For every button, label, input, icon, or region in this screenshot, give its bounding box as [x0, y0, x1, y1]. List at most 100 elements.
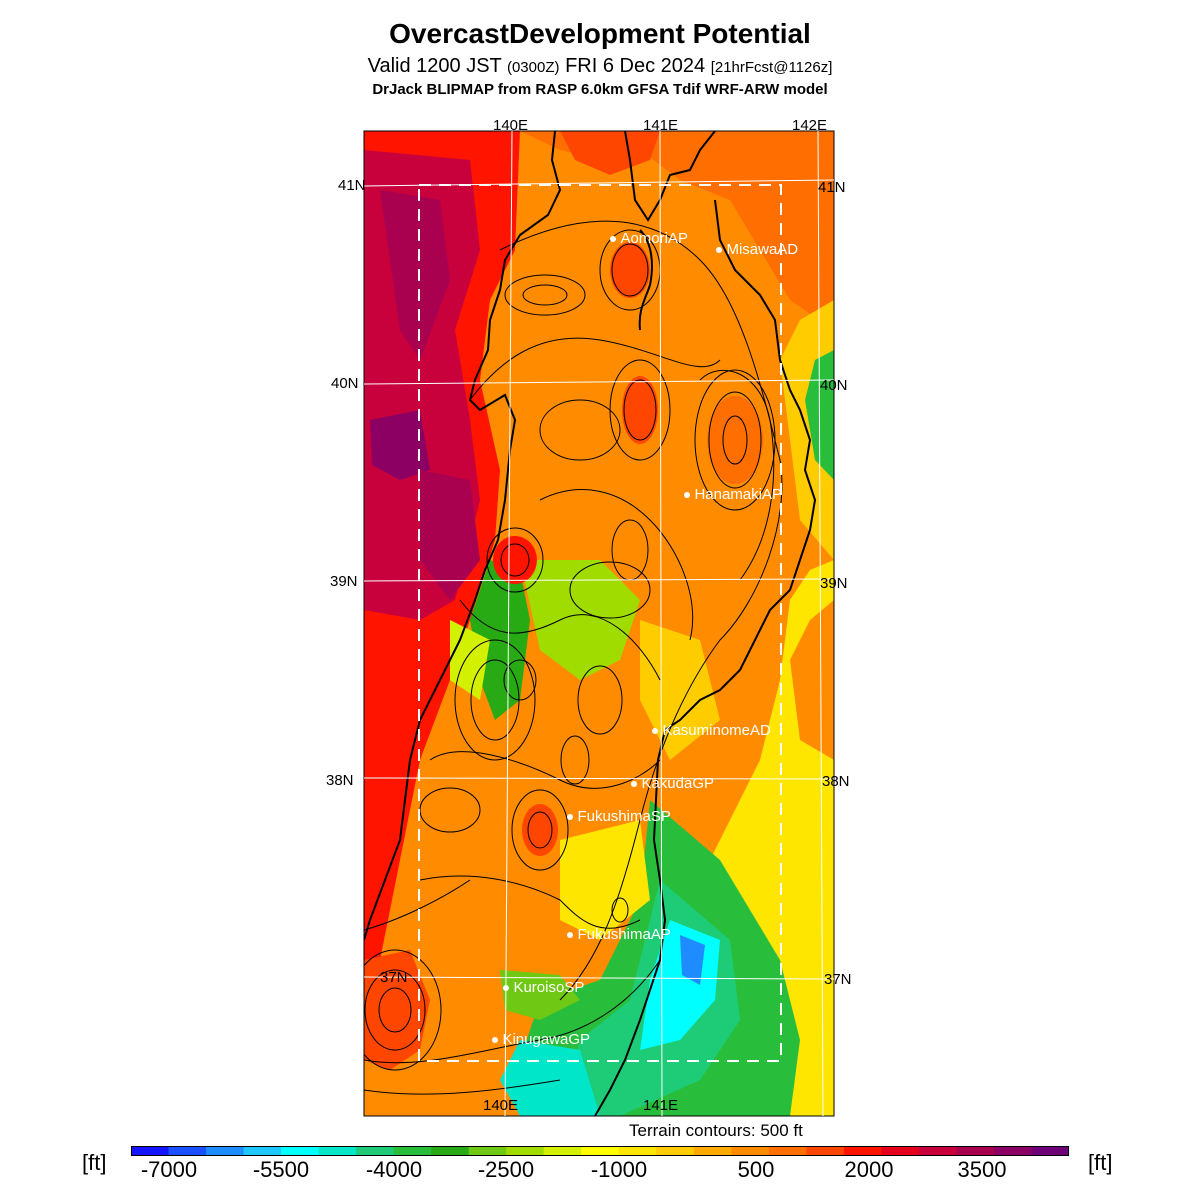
station-label: MisawaAD	[726, 241, 799, 258]
colorbar-swatch	[581, 1146, 620, 1156]
valid-time: Valid 1200 JST	[367, 55, 502, 77]
station-marker	[684, 491, 690, 498]
lat-label-left-37: 37N	[380, 969, 408, 986]
peak-red-5	[522, 804, 558, 856]
colorbar-swatch	[843, 1146, 882, 1156]
sea-east-orange-patch	[790, 600, 834, 760]
colorbar-swatch	[956, 1146, 995, 1156]
colorbar-swatch	[1031, 1146, 1069, 1156]
station-kakuda[interactable]: KakudaGP	[631, 775, 714, 793]
station-label: AomoriAP	[620, 230, 688, 247]
map-frame	[363, 130, 835, 1117]
colorbar-swatch	[243, 1146, 282, 1156]
lat-label-right-39: 39N	[820, 575, 848, 592]
lon-label-top-141: 141E	[643, 117, 679, 134]
colorbar-swatch	[131, 1146, 170, 1156]
peak-red-3	[622, 376, 658, 444]
terrain-contour-note: Terrain contours: 500 ft	[629, 1121, 803, 1140]
lat-label-right-41: 41N	[818, 179, 846, 196]
peak-red-1	[493, 536, 537, 584]
station-marker	[503, 984, 509, 991]
colorbar-swatch	[318, 1146, 357, 1156]
colorbar-swatch	[993, 1146, 1032, 1156]
station-marker	[631, 780, 637, 787]
colorbar-frame	[131, 1146, 1069, 1156]
lat-lon-grid	[363, 130, 835, 1117]
colorbar-label: 2000	[844, 1157, 894, 1182]
south-blue	[680, 935, 705, 985]
inner-domain-boundary	[418, 184, 782, 1062]
colorbar-swatch	[918, 1146, 957, 1156]
colorbar-label: 500	[737, 1157, 775, 1182]
lat-label-right-37: 37N	[824, 971, 852, 988]
colorbar-label: -1000	[590, 1157, 648, 1182]
colorbar-swatch	[168, 1146, 207, 1156]
forecast-date: FRI 6 Dec 2024	[565, 55, 706, 77]
inland-yellow-mid	[640, 620, 720, 760]
station-marker	[492, 1036, 498, 1043]
colorbar-label: -4000	[365, 1157, 423, 1182]
colorbar-label: 3500	[957, 1157, 1007, 1182]
valid-time-line: Valid 1200 JST (0300Z) FRI 6 Dec 2024 [2…	[0, 55, 1200, 78]
terrain-contours	[364, 220, 783, 1095]
station-marker	[610, 235, 616, 242]
lat-label-left-39: 39N	[330, 573, 358, 590]
station-hanamaki[interactable]: HanamakiAP	[684, 486, 782, 504]
lat-label-left-40: 40N	[331, 375, 359, 392]
station-fukushima-ap[interactable]: FukushimaAP	[567, 926, 671, 944]
station-label: KasuminomeAD	[662, 722, 771, 739]
station-marker	[652, 727, 658, 734]
south-lime	[500, 970, 580, 1020]
colorbar-swatch	[656, 1146, 695, 1156]
colorbar-swatch	[431, 1146, 470, 1156]
lon-label-bottom-141: 141E	[643, 1097, 679, 1114]
station-label: KuroisoSP	[513, 979, 585, 996]
colorbar-swatch	[506, 1146, 545, 1156]
colorbar-swatch	[356, 1146, 395, 1156]
forecast-run: [21hrFcst@1126z]	[710, 59, 833, 76]
colorbar	[131, 1146, 1069, 1156]
station-kuroiso[interactable]: KuroisoSP	[503, 979, 584, 997]
colorbar-swatch	[543, 1146, 582, 1156]
colorbar-swatch	[768, 1146, 807, 1156]
peak-red-4	[707, 396, 763, 484]
station-aomori[interactable]: AomoriAP	[610, 230, 688, 248]
unit-label-right: [ft]	[1088, 1150, 1113, 1175]
utc-time: (0300Z)	[506, 59, 560, 76]
colorbar-swatch	[206, 1146, 245, 1156]
lon-label-top-140: 140E	[493, 117, 529, 134]
peak-red-2	[610, 242, 650, 298]
colorbar-swatch	[806, 1146, 845, 1156]
sw-red-blob	[364, 950, 430, 1070]
colorbar-swatch	[393, 1146, 432, 1156]
lon-label-top-142: 142E	[792, 117, 828, 134]
lat-label-left-41: 41N	[338, 177, 366, 194]
colorbar-swatch	[618, 1146, 657, 1156]
sea-west-magenta-s	[420, 470, 480, 600]
model-description: DrJack BLIPMAP from RASP 6.0km GFSA Tdif…	[372, 81, 828, 98]
station-fukushima-sp[interactable]: FukushimaSP	[567, 808, 671, 826]
station-label: FukushimaSP	[577, 808, 671, 825]
colorbar-label: -7000	[140, 1157, 198, 1182]
colorbar-swatch	[693, 1146, 732, 1156]
station-misawa[interactable]: MisawaAD	[716, 241, 798, 259]
colorbar-swatch	[468, 1146, 507, 1156]
station-marker	[567, 813, 573, 820]
station-label: HanamakiAP	[694, 486, 782, 503]
lon-label-bottom-140: 140E	[483, 1097, 519, 1114]
station-marker	[567, 931, 573, 938]
lat-label-right-40: 40N	[820, 377, 848, 394]
unit-label-left: [ft]	[82, 1150, 107, 1175]
lat-label-left-38: 38N	[326, 772, 354, 789]
station-kinugawa[interactable]: KinugawaGP	[492, 1031, 590, 1049]
map-title: OvercastDevelopment Potential	[389, 18, 811, 49]
station-label: KakudaGP	[641, 775, 714, 792]
map-field	[364, 131, 834, 1116]
south-aqua	[500, 1040, 600, 1116]
station-kasuminome[interactable]: KasuminomeAD	[652, 722, 771, 740]
station-label: FukushimaAP	[577, 926, 671, 943]
station-label: KinugawaGP	[502, 1031, 591, 1048]
land-yellowgreen-mid	[520, 560, 640, 680]
colorbar-label: -2500	[477, 1157, 535, 1182]
